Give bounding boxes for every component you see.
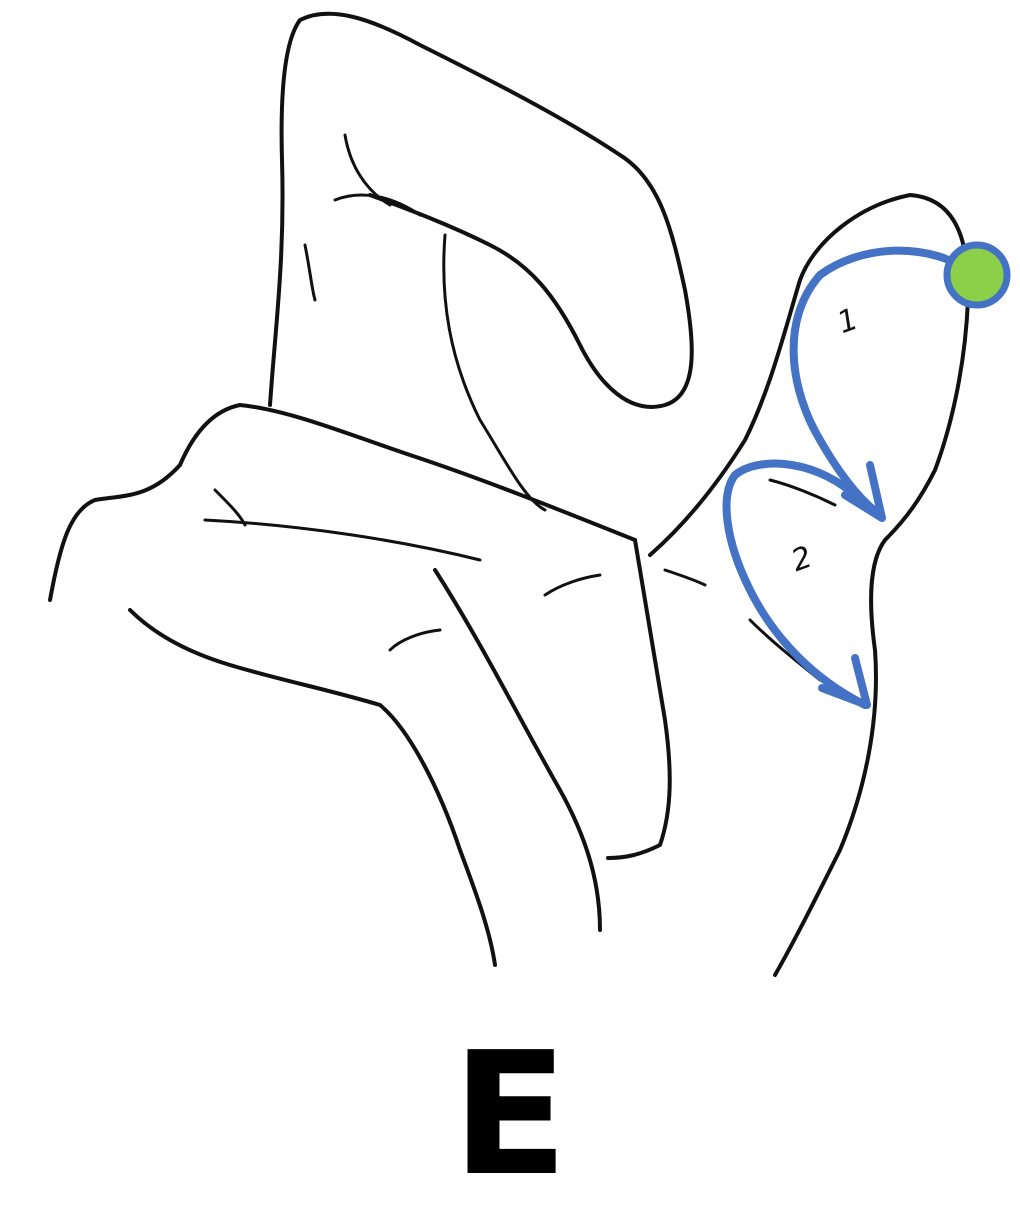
start-dot-icon bbox=[943, 241, 1011, 309]
lower-crease bbox=[543, 573, 602, 597]
middle-knuckle-crease bbox=[203, 518, 482, 562]
step-number-1: 1 bbox=[833, 302, 863, 341]
thumb-joint-crease bbox=[768, 478, 837, 507]
index-to-palm-line bbox=[442, 233, 547, 512]
index-side-line bbox=[303, 243, 317, 302]
lower-fist-outline bbox=[433, 568, 602, 932]
palm-crease bbox=[663, 568, 707, 587]
pinky-outline bbox=[128, 608, 497, 967]
arrow-head-2-icon bbox=[818, 654, 871, 709]
thumb-outline bbox=[648, 193, 971, 977]
index-inner-line bbox=[343, 133, 392, 207]
letter-label: E bbox=[451, 1016, 569, 1214]
ring-finger-outline bbox=[48, 463, 672, 860]
middle-finger-outline bbox=[178, 403, 637, 542]
motion-path-2 bbox=[722, 459, 869, 709]
pinky-crease bbox=[388, 628, 442, 652]
ring-knuckle-crease bbox=[213, 488, 247, 527]
index-finger-outline bbox=[268, 11, 694, 409]
motion-path-1 bbox=[789, 246, 979, 519]
step-number-2: 2 bbox=[787, 540, 817, 579]
